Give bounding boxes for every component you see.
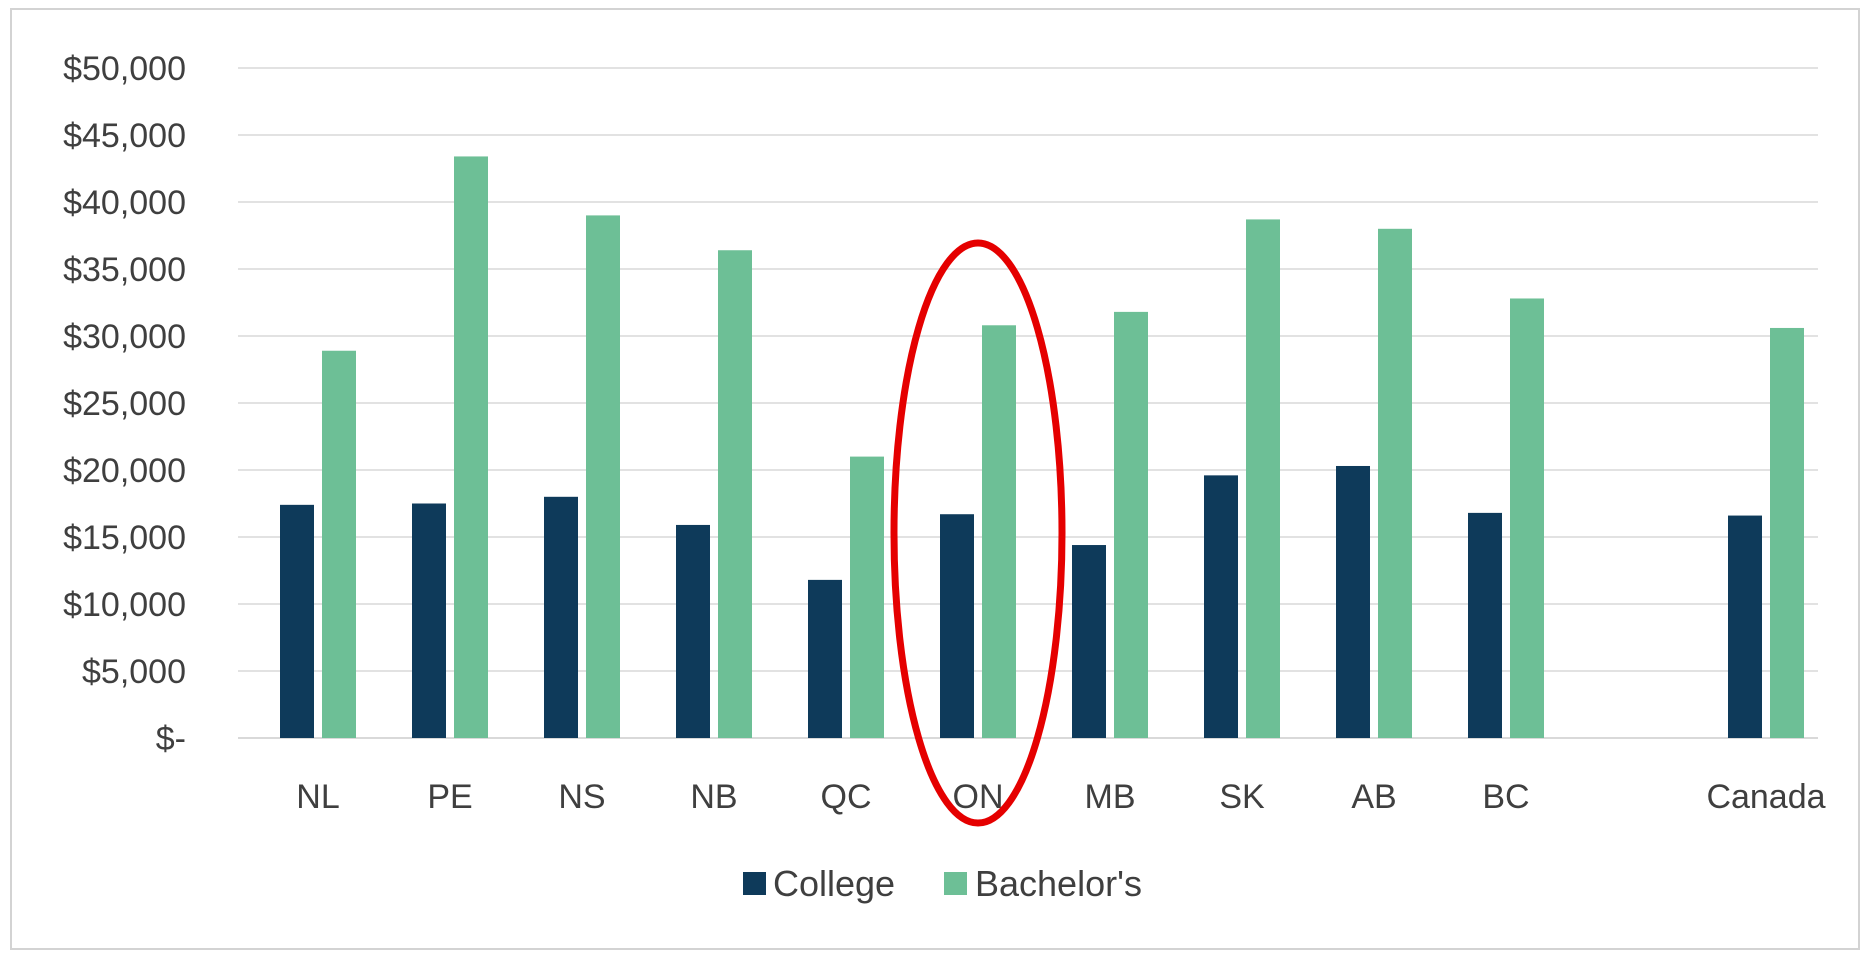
x-tick-label-canada: Canada: [1706, 778, 1825, 816]
y-tick-label: $30,000: [63, 318, 186, 356]
legend-swatch-college: [743, 872, 766, 895]
bar-bachelors-bc: [1510, 298, 1544, 738]
x-tick-label-bc: BC: [1482, 778, 1529, 816]
y-tick-label: $10,000: [63, 586, 186, 624]
bar-college-pe: [412, 503, 446, 738]
x-tick-label-on: ON: [953, 778, 1004, 816]
bar-bachelors-sk: [1246, 219, 1280, 739]
x-tick-label-qc: QC: [821, 778, 872, 816]
x-tick-label-mb: MB: [1085, 778, 1136, 816]
bar-bachelors-qc: [850, 456, 884, 738]
bar-bachelors-ab: [1378, 228, 1412, 739]
x-tick-label-sk: SK: [1219, 778, 1265, 816]
x-tick-label-nb: NB: [690, 778, 737, 816]
gridlines: [238, 67, 1818, 739]
y-tick-label: $50,000: [63, 50, 186, 88]
bar-bachelors-nl: [322, 350, 356, 738]
y-tick-label: $25,000: [63, 385, 186, 423]
chart-border: [10, 8, 1860, 950]
highlight-ellipse: [890, 239, 1066, 827]
bar-bachelors-ns: [586, 215, 620, 738]
bars: [280, 156, 1804, 739]
y-tick-label: $20,000: [63, 452, 186, 490]
y-tick-label: $45,000: [63, 117, 186, 155]
x-tick-label-nl: NL: [296, 778, 339, 816]
bar-college-ns: [544, 496, 578, 738]
bar-bachelors-nb: [718, 250, 752, 739]
bar-college-on: [940, 514, 974, 738]
y-tick-label: $35,000: [63, 251, 186, 289]
legend: College Bachelor's: [743, 863, 1142, 904]
bar-college-sk: [1204, 475, 1238, 738]
y-tick-label: $40,000: [63, 184, 186, 222]
legend-label-bachelors: Bachelor's: [975, 863, 1142, 904]
x-axis-tick-labels: NL PE NS NB QC ON MB SK AB BC Canada: [296, 778, 1825, 816]
bar-college-canada: [1728, 515, 1762, 738]
bar-bachelors-canada: [1770, 327, 1804, 738]
x-tick-label-pe: PE: [427, 778, 472, 816]
bar-bachelors-pe: [454, 156, 488, 738]
bar-college-nb: [676, 524, 710, 738]
bar-college-mb: [1072, 545, 1106, 738]
legend-swatch-bachelors: [944, 872, 967, 895]
bar-college-ab: [1336, 465, 1370, 738]
bar-college-nl: [280, 504, 314, 738]
y-tick-label: $-: [156, 720, 186, 758]
bar-bachelors-mb: [1114, 311, 1148, 738]
bar-bachelors-on: [982, 325, 1016, 738]
x-tick-label-ns: NS: [558, 778, 605, 816]
x-tick-label-ab: AB: [1351, 778, 1396, 816]
legend-label-college: College: [773, 863, 895, 904]
y-axis-tick-labels: $- $5,000 $10,000 $15,000 $20,000 $25,000 $30,…: [63, 50, 186, 758]
bar-college-qc: [808, 579, 842, 738]
y-tick-label: $15,000: [63, 519, 186, 557]
bar-college-bc: [1468, 512, 1502, 738]
y-tick-label: $5,000: [82, 653, 186, 691]
